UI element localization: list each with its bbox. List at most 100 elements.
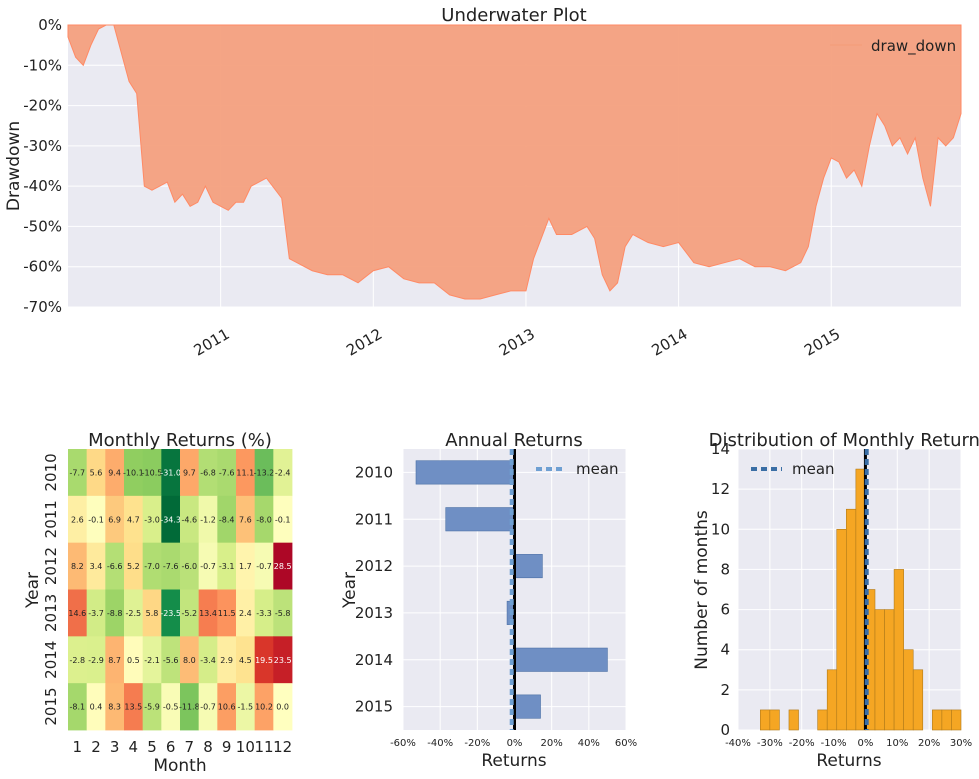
heatmap-cell-label: -5.8 <box>275 609 291 618</box>
heatmap-cell <box>68 683 88 731</box>
heatmap-cell <box>217 495 237 544</box>
heatmap-cell <box>217 636 237 684</box>
heatmap-y-tick: 2011 <box>42 500 60 538</box>
heatmap-cell-label: -10.1 <box>123 468 144 477</box>
distribution-x-label: Returns <box>816 751 881 771</box>
heatmap-cell <box>86 542 106 590</box>
heatmap-cell-label: -31.0 <box>160 468 181 477</box>
distribution-bar <box>836 528 847 731</box>
distribution-bar <box>817 709 828 731</box>
heatmap-cell <box>254 542 274 590</box>
heatmap-cell <box>161 542 181 590</box>
distribution-bar <box>884 609 895 731</box>
heatmap-cell <box>236 542 256 590</box>
heatmap-cell <box>161 495 181 544</box>
underwater-y-tick: -40% <box>23 177 62 195</box>
heatmap-cell <box>86 449 106 497</box>
heatmap-cell <box>105 636 125 684</box>
heatmap-x-label: Month <box>153 756 206 776</box>
heatmap-cell <box>254 495 274 544</box>
distribution-x-tick: -20% <box>789 738 815 749</box>
heatmap-cell-label: -3.3 <box>256 609 272 618</box>
heatmap-cell <box>236 495 256 544</box>
underwater-x-ticks: 2011 2012 2013 2014 2015 <box>191 325 844 360</box>
heatmap-cell <box>124 542 144 590</box>
heatmap-cell <box>68 495 88 544</box>
distribution-bar <box>951 709 962 731</box>
annual-y-tick: 2012 <box>355 557 393 575</box>
heatmap-x-tick: 12 <box>273 738 292 756</box>
distribution-y-tick: 2 <box>720 681 730 699</box>
heatmap-cell-label: -2.9 <box>88 656 104 665</box>
heatmap-cell-label: 1.7 <box>239 562 252 571</box>
distribution-y-ticks: 0 2 4 6 8 10 12 14 <box>711 440 730 739</box>
heatmap-cell-label: 19.5 <box>255 656 273 665</box>
distribution-x-tick: 20% <box>918 738 940 749</box>
distribution-y-tick: 0 <box>720 721 730 739</box>
heatmap-cell <box>217 589 237 637</box>
heatmap-cell-label: 9.4 <box>108 468 121 477</box>
heatmap-cell <box>124 589 144 637</box>
annual-x-tick: -60% <box>390 738 416 749</box>
annual-legend: mean <box>536 460 619 478</box>
annual-bar <box>514 647 608 672</box>
distribution-bar <box>846 508 857 731</box>
heatmap-cell-label: -6.0 <box>182 562 198 571</box>
distribution-y-tick: 8 <box>720 560 730 578</box>
distribution-legend: mean <box>751 460 835 478</box>
annual-bar <box>415 460 515 485</box>
heatmap-cell-label: -8.4 <box>219 515 235 524</box>
heatmap-cell-label: -6.6 <box>107 562 123 571</box>
heatmap-cell-label: 10.2 <box>255 703 273 712</box>
heatmap-cell-label: -7.7 <box>70 468 86 477</box>
heatmap-cell-label: -7.0 <box>144 562 160 571</box>
heatmap-cell-label: 28.5 <box>274 562 292 571</box>
heatmap-x-tick: 2 <box>91 738 101 756</box>
underwater-y-tick: -10% <box>23 56 62 74</box>
heatmap-cell <box>142 683 162 731</box>
distribution-legend-label: mean <box>792 460 835 478</box>
heatmap-cell <box>273 495 293 544</box>
heatmap-x-tick: 9 <box>222 738 232 756</box>
heatmap-cell-label: -5.2 <box>182 609 198 618</box>
heatmap-cell <box>142 542 162 590</box>
distribution-y-tick: 6 <box>720 601 730 619</box>
distribution-title: Distribution of Monthly Returns <box>709 430 979 451</box>
distribution-bar <box>912 669 924 731</box>
heatmap-x-tick: 11 <box>254 738 273 756</box>
heatmap-x-tick: 10 <box>236 738 255 756</box>
heatmap-cell-label: 2.9 <box>220 656 233 665</box>
heatmap-cell <box>217 449 237 497</box>
heatmap-cell <box>161 636 181 684</box>
annual-legend-label: mean <box>576 460 619 478</box>
heatmap-cell-label: -2.8 <box>70 656 86 665</box>
annual-x-tick: -40% <box>427 738 453 749</box>
heatmap-y-label: Year <box>23 572 43 609</box>
heatmap-cell <box>124 636 144 684</box>
heatmap-cell-label: -13.2 <box>254 468 275 477</box>
heatmap-cell <box>142 449 162 497</box>
annual-y-tick: 2015 <box>355 698 393 716</box>
annual-x-tick: 60% <box>615 738 637 749</box>
heatmap-cell <box>105 542 125 590</box>
heatmap-cell <box>180 495 200 544</box>
heatmap-cell <box>180 636 200 684</box>
distribution-bar <box>932 709 943 731</box>
annual-y-tick: 2014 <box>355 651 393 669</box>
heatmap-cell-label: 11.5 <box>218 609 236 618</box>
heatmap-cell <box>124 683 144 731</box>
heatmap-cell <box>217 542 237 590</box>
distribution-x-tick: -10% <box>821 738 847 749</box>
heatmap-cell-label: -0.5 <box>163 703 179 712</box>
heatmap-cell <box>161 589 181 637</box>
underwater-y-tick: -50% <box>23 217 62 235</box>
heatmap-y-tick: 2014 <box>42 641 60 679</box>
heatmap-cell <box>198 495 218 544</box>
heatmap-cell-label: -23.5 <box>160 609 181 618</box>
heatmap-cell-label: 4.5 <box>239 656 252 665</box>
heatmap-cell-label: -34.3 <box>160 515 181 524</box>
heatmap-cell <box>254 683 274 731</box>
distribution-x-tick: 0% <box>857 738 873 749</box>
heatmap-cell <box>105 683 125 731</box>
